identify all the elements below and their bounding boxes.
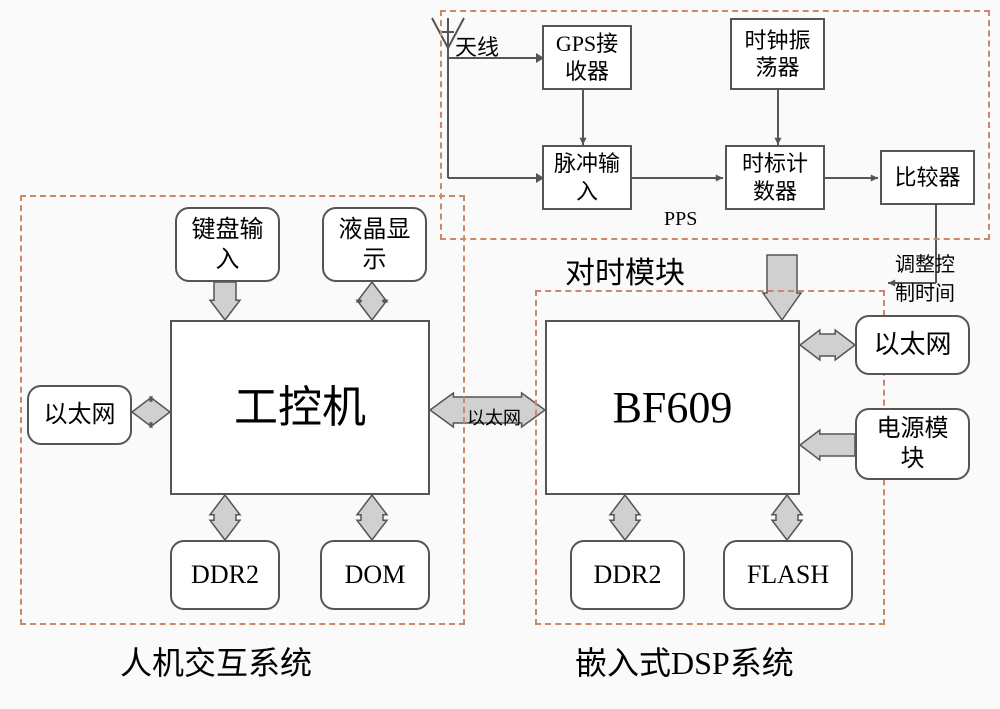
group-label-hmi: 人机交互系统 [120,638,312,684]
node-comparator: 比较器 [880,150,975,205]
node-counter: 时标计 数器 [725,145,825,210]
node-eth_mid: 以太网 [467,404,521,430]
node-gps: GPS接 收器 [542,25,632,90]
node-ddr2_l: DDR2 [170,540,280,610]
group-label-timing: 对时模块 [565,248,685,292]
node-power: 电源模 块 [855,408,970,480]
group-timing [440,10,990,240]
node-dom: DOM [320,540,430,610]
group-label-dsp: 嵌入式DSP系统 [575,638,794,684]
node-adjust: 调整控 制时间 [895,248,955,306]
node-eth_r: 以太网 [855,315,970,375]
node-pps: PPS [664,208,697,231]
node-ddr2_r: DDR2 [570,540,685,610]
node-pulsein: 脉冲输 入 [542,145,632,210]
node-eth_l: 以太网 [27,385,132,445]
node-kbd: 键盘输 入 [175,207,280,282]
node-lcd: 液晶显 示 [322,207,427,282]
node-ipc: 工控机 [170,320,430,495]
node-clockosc: 时钟振 荡器 [730,18,825,90]
node-antenna_label: 天线 [455,30,499,62]
node-flash: FLASH [723,540,853,610]
node-bf609: BF609 [545,320,800,495]
